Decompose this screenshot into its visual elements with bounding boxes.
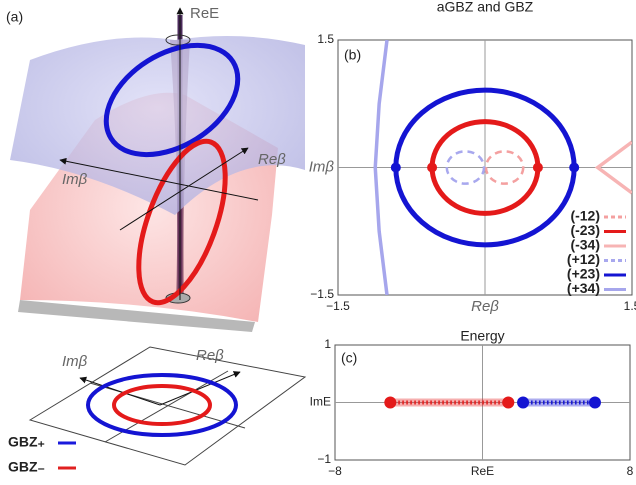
y-tick-label: 1 [324, 337, 331, 351]
point [533, 163, 543, 173]
axis-label: Imβ [62, 353, 88, 370]
axis-label: Reβ [258, 151, 286, 168]
endpoint [502, 397, 514, 409]
point [569, 163, 579, 173]
y-tick-label: −1.5 [310, 287, 334, 301]
base-gbz-minus [114, 386, 210, 424]
x-axis-label: ReE [471, 464, 494, 478]
y-axis-label: Imβ [309, 158, 335, 175]
point [391, 163, 401, 173]
figure: (a) ReE Imβ Reβ Imβ Reβ GBZ₊ GBZ₋ aGBZ and… [0, 0, 636, 485]
axis-label: Reβ [196, 347, 224, 364]
x-tick-label: 1.5 [624, 299, 636, 313]
x-tick-label: −1.5 [326, 299, 350, 313]
y-tick-label: −1 [317, 452, 331, 466]
legend-label: GBZ₊ [8, 434, 45, 450]
x-tick-label: −8 [328, 464, 342, 478]
panel-a-art [10, 8, 305, 465]
chart-title: Energy [460, 328, 504, 344]
panel-label: (b) [344, 47, 361, 63]
endpoint [384, 397, 396, 409]
panel-label: (c) [341, 350, 357, 366]
y-tick-label: 1.5 [317, 32, 334, 46]
axis-label: ReE [190, 5, 219, 22]
panel-label: (a) [6, 9, 23, 25]
x-axis-label: Reβ [471, 298, 499, 315]
point [427, 163, 437, 173]
legend-label: GBZ₋ [8, 459, 45, 475]
x-tick-label: 8 [627, 464, 634, 478]
endpoint [589, 397, 601, 409]
chart-title: aGBZ and GBZ [437, 0, 534, 15]
axis-label: Imβ [62, 171, 88, 188]
y-axis-label: ImE [310, 395, 331, 409]
endpoint [517, 397, 529, 409]
legend-label: (+34) [567, 280, 600, 296]
